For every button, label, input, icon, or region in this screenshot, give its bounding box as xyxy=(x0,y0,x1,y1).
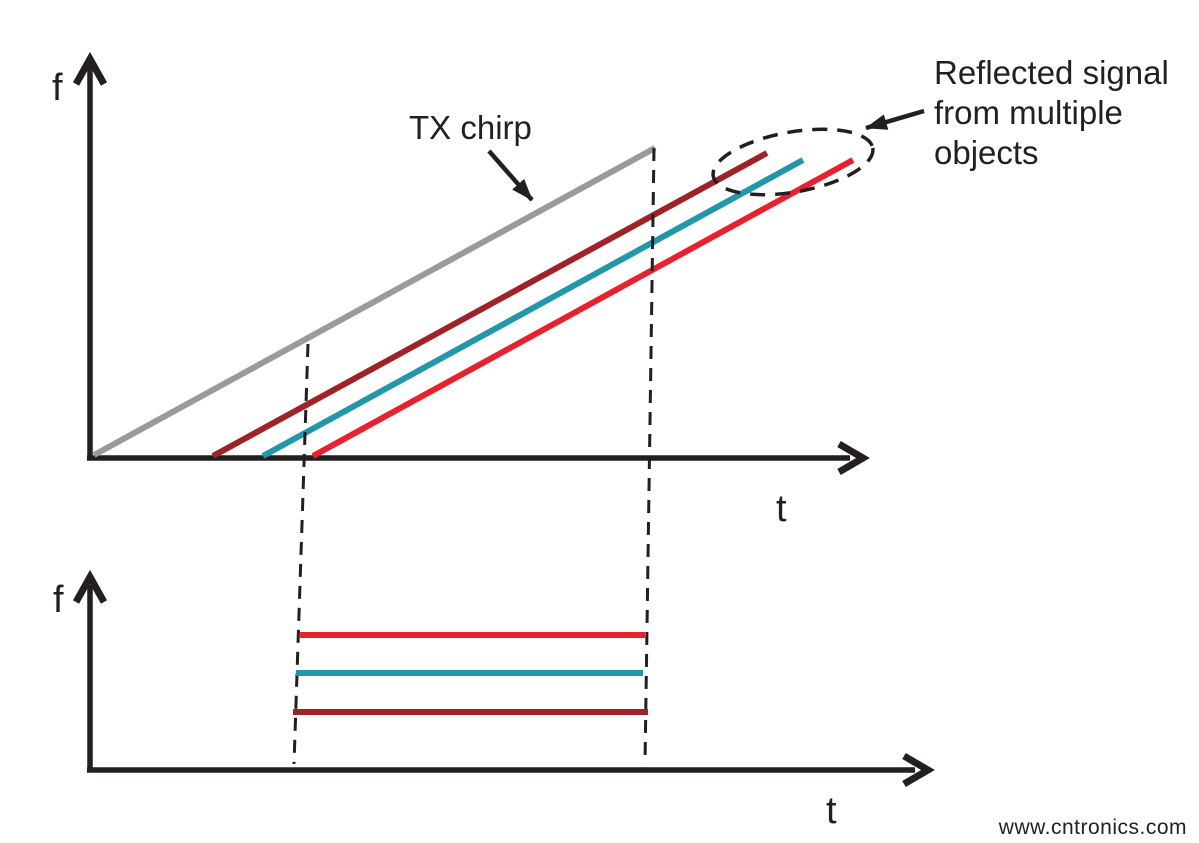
bottom-time-axis-label: t xyxy=(826,790,837,832)
bottom-plot: f t xyxy=(53,569,935,832)
reflected-signal-arrow xyxy=(865,108,925,131)
top-time-axis-label: t xyxy=(776,488,787,530)
reflected-chirp-object3-line xyxy=(311,157,855,459)
tx-chirp-label: TX chirp xyxy=(409,109,532,146)
projection-line-left xyxy=(292,343,310,765)
top-frequency-axis-label: f xyxy=(52,67,63,109)
projection-line-right xyxy=(643,147,656,765)
tx-chirp-arrow xyxy=(487,149,534,202)
reflected-annotation-line1: Reflected signal xyxy=(934,54,1169,91)
top-time-axis-arrowhead-icon xyxy=(837,440,870,476)
top-plot: f t TX chirp Reflected signal from multi… xyxy=(52,51,1169,765)
watermark-text: www.cntronics.com xyxy=(998,816,1187,839)
bottom-frequency-axis-arrowhead-icon xyxy=(72,569,108,604)
reflected-annotation-line3: objects xyxy=(934,134,1039,171)
bottom-time-axis-arrowhead-icon xyxy=(902,752,935,788)
bottom-frequency-axis-label: f xyxy=(53,579,64,621)
tx-chirp-line xyxy=(92,145,657,458)
top-frequency-axis-arrowhead-icon xyxy=(72,51,108,86)
reflected-chirp-object1-line xyxy=(211,150,769,459)
reflected-chirp-object2-line xyxy=(261,157,805,459)
reflected-annotation-line2: from multiple xyxy=(934,94,1123,131)
